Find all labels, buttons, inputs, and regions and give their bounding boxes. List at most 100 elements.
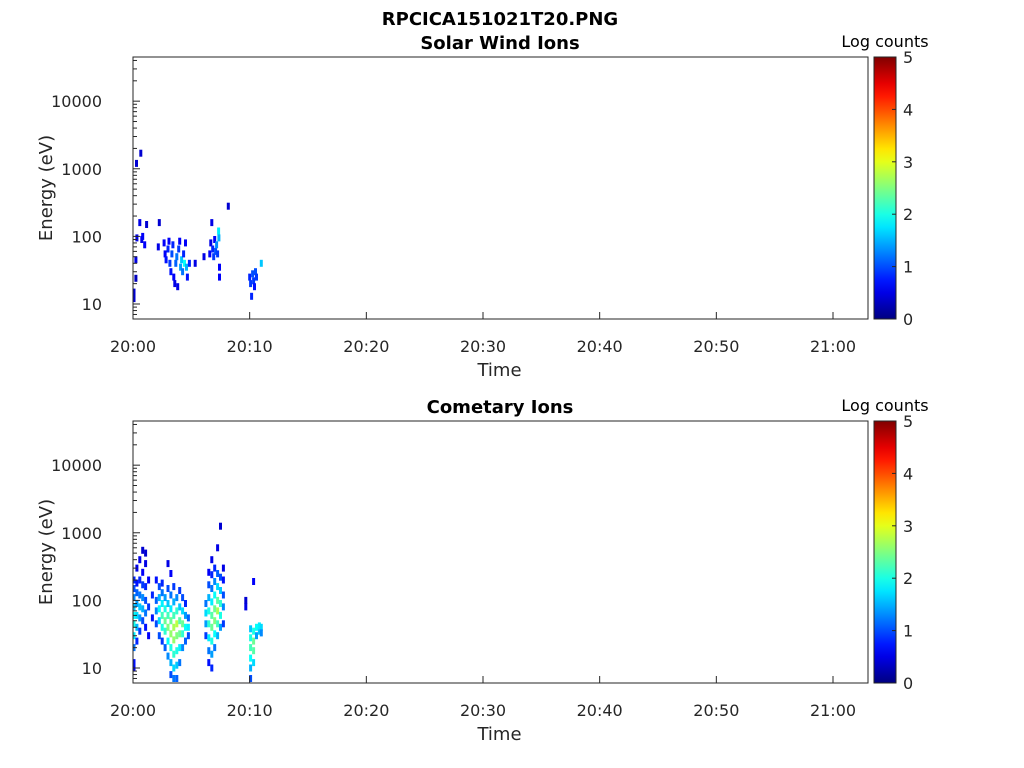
heatmap-cell xyxy=(163,250,167,258)
heatmap-cell xyxy=(132,620,136,628)
heatmap-cell xyxy=(166,637,170,645)
heatmap-cell xyxy=(157,605,161,613)
heatmap-cell xyxy=(210,637,214,645)
heatmap-cell xyxy=(138,556,142,564)
heatmap-cell xyxy=(249,654,253,662)
heatmap-cell xyxy=(163,627,167,635)
y-tick-label: 10000 xyxy=(51,456,102,475)
colorbar-tick-label: 2 xyxy=(903,569,913,588)
heatmap-cell xyxy=(204,600,208,607)
x-tick-label: 20:50 xyxy=(693,701,739,720)
heatmap-cell xyxy=(213,564,217,572)
heatmap-cell xyxy=(164,256,168,264)
heatmap-cell xyxy=(210,598,214,606)
heatmap-cell xyxy=(255,632,258,640)
heatmap-cell xyxy=(172,650,176,658)
panel-1: Solar Wind Ions 20:00 20:10 20:20 20:30 20:40… xyxy=(36,32,929,381)
heatmap-cell xyxy=(172,598,176,606)
figure-title: RPCICA151021T20.PNG xyxy=(382,9,618,30)
heatmap-cell xyxy=(207,620,211,628)
heatmap-cell xyxy=(259,629,263,637)
heatmap-cell xyxy=(156,243,160,251)
heatmap-cell xyxy=(154,596,158,604)
heatmap-cell xyxy=(141,232,145,240)
heatmap-cell xyxy=(219,623,222,631)
heatmap-cell xyxy=(175,607,179,615)
heatmap-cell xyxy=(207,634,211,642)
heatmap-cell xyxy=(157,219,161,227)
heatmap-cell xyxy=(204,620,208,628)
colorbar-label: Log counts xyxy=(841,396,928,415)
heatmap-cell xyxy=(135,159,138,167)
heatmap-cell xyxy=(219,573,222,581)
heatmap-cell xyxy=(175,632,179,640)
colorbar xyxy=(873,420,897,684)
heatmap-cell xyxy=(221,564,225,572)
heatmap-cell xyxy=(175,620,179,628)
heatmap-cell xyxy=(251,270,255,278)
heatmap-cell xyxy=(212,253,216,261)
heatmap-cell xyxy=(210,650,214,658)
heatmap-cell xyxy=(216,620,220,628)
heatmap-cell xyxy=(147,632,151,640)
heatmap-cell xyxy=(207,607,211,615)
heatmap-cell xyxy=(166,600,170,607)
x-tick-label: 20:00 xyxy=(110,701,156,720)
heatmap-cell xyxy=(166,585,170,592)
heatmap-cell xyxy=(169,591,173,599)
heatmap-cell xyxy=(210,556,214,564)
heatmap-cell xyxy=(249,675,253,682)
heatmap-cell xyxy=(144,623,148,631)
heatmap-cell xyxy=(216,250,220,258)
heatmap-cell xyxy=(132,295,136,303)
heatmap-cell xyxy=(213,591,217,599)
heatmap-cell xyxy=(252,637,256,645)
heatmap-cell xyxy=(253,283,256,291)
heatmap-cell xyxy=(178,644,182,652)
colorbar-tick-label: 3 xyxy=(903,517,913,536)
panel-title: Cometary Ions xyxy=(427,397,574,418)
heatmap-cell xyxy=(141,605,145,613)
heatmap-cell xyxy=(210,623,214,631)
heatmap-cell xyxy=(249,625,253,633)
heatmap-cell xyxy=(144,549,148,557)
heatmap-cell xyxy=(135,589,139,597)
heatmap-cell xyxy=(169,659,173,667)
heatmap-cell xyxy=(132,288,136,296)
heatmap-cell xyxy=(249,280,253,288)
heatmap-cell xyxy=(187,259,191,267)
heatmap-cell xyxy=(162,239,166,247)
heatmap-cell xyxy=(143,241,147,249)
heatmap-cell xyxy=(213,236,217,243)
heatmap-cell xyxy=(181,594,185,602)
heatmap-cell xyxy=(141,546,145,554)
x-tick-label: 20:00 xyxy=(110,337,156,356)
heatmap-cell xyxy=(207,568,211,576)
heatmap-cell xyxy=(170,250,174,258)
heatmap-cell xyxy=(178,659,182,667)
heatmap-cell xyxy=(219,611,222,619)
y-axis-label: Energy (eV) xyxy=(36,499,57,605)
heatmap-cell xyxy=(172,583,176,591)
heatmap-cell xyxy=(157,594,161,602)
heatmap-cell xyxy=(216,596,220,604)
colorbar-tick-label: 2 xyxy=(903,205,913,224)
heatmap-cell xyxy=(178,630,182,638)
heatmap-cell xyxy=(132,659,136,667)
heatmap-cell xyxy=(213,578,217,585)
x-tick-label: 20:30 xyxy=(460,701,506,720)
heatmap-cell xyxy=(160,600,164,607)
heatmap-cell xyxy=(138,219,142,227)
heatmap-cell xyxy=(157,632,161,640)
heatmap-cell xyxy=(169,617,173,625)
x-axis-label: Time xyxy=(476,724,521,745)
heatmap-cell xyxy=(175,675,179,682)
x-tick-label: 20:20 xyxy=(343,337,389,356)
heatmap-cell xyxy=(186,632,190,640)
y-tick-label: 10 xyxy=(82,659,102,678)
heatmap-cell xyxy=(217,227,221,235)
heatmap-cell xyxy=(138,614,142,622)
colorbar-tick-label: 1 xyxy=(903,622,913,641)
heatmap-cell xyxy=(147,603,151,611)
heatmap-cell xyxy=(178,587,182,594)
